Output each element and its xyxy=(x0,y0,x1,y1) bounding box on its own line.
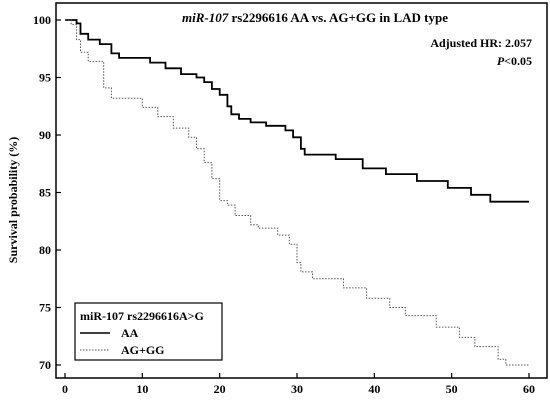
y-tick-label: 90 xyxy=(39,128,51,142)
legend-label-ag-gg: AG+GG xyxy=(121,343,165,357)
y-axis-label: Survival probability (%) xyxy=(6,137,20,263)
x-tick-label: 0 xyxy=(62,382,68,396)
y-tick-label: 75 xyxy=(39,301,51,315)
legend-title: miR-107 rs2296616A>G xyxy=(80,309,204,323)
y-tick-label: 100 xyxy=(33,13,51,27)
hazard-ratio-annotation: Adjusted HR: 2.057 xyxy=(430,36,532,50)
x-axis: 0 10 20 30 40 50 60 xyxy=(62,373,535,396)
y-tick-label: 85 xyxy=(39,186,51,200)
legend-label-aa: AA xyxy=(121,326,139,340)
y-tick-label: 70 xyxy=(39,358,51,372)
series-layer xyxy=(65,19,529,366)
x-tick-label: 30 xyxy=(291,382,303,396)
y-axis: 70 75 80 85 90 95 100 xyxy=(33,13,61,372)
x-tick-label: 50 xyxy=(446,382,458,396)
series-line-ag-gg xyxy=(65,19,529,366)
y-tick-label: 80 xyxy=(39,243,51,257)
series-line-aa xyxy=(65,19,529,203)
x-tick-label: 40 xyxy=(368,382,380,396)
chart-title: miR-107 rs2296616 AA vs. AG+GG in LAD ty… xyxy=(182,10,448,25)
x-tick-label: 10 xyxy=(136,382,148,396)
y-tick-label: 95 xyxy=(39,71,51,85)
x-tick-label: 60 xyxy=(523,382,535,396)
plot-frame xyxy=(55,2,548,379)
x-tick-label: 20 xyxy=(214,382,226,396)
p-value-annotation: P<0.05 xyxy=(497,54,532,68)
legend: miR-107 rs2296616A>G AA AG+GG xyxy=(74,302,223,361)
